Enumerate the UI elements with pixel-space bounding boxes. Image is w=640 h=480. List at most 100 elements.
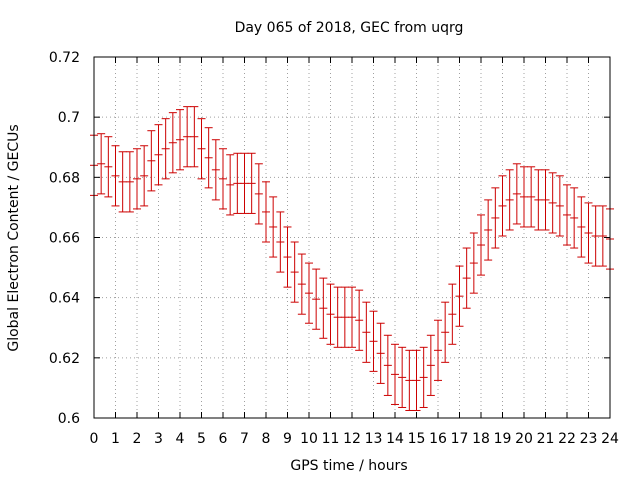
data-point xyxy=(247,152,256,214)
x-tick-label: 22 xyxy=(558,431,576,447)
data-point xyxy=(412,349,421,411)
data-point xyxy=(441,301,450,363)
x-tick-label: 20 xyxy=(515,431,533,447)
x-tick-label: 6 xyxy=(219,431,228,447)
data-point xyxy=(240,152,249,214)
y-tick-label: 0.72 xyxy=(49,50,80,66)
x-tick-label: 5 xyxy=(197,431,206,447)
data-point xyxy=(563,184,571,246)
data-point xyxy=(534,169,543,231)
data-point xyxy=(383,334,392,396)
data-point xyxy=(491,187,500,249)
data-point xyxy=(498,175,507,237)
x-tick-label: 18 xyxy=(472,431,490,447)
data-point xyxy=(211,139,220,201)
y-axis-label: Global Electron Content / GECUs xyxy=(6,124,22,351)
x-tick-label: 15 xyxy=(408,431,426,447)
x-tick-label: 1 xyxy=(111,431,120,447)
data-point xyxy=(577,196,586,258)
data-point xyxy=(140,145,149,207)
x-tick-label: 14 xyxy=(386,431,404,447)
data-point xyxy=(269,196,278,258)
data-point xyxy=(477,214,485,276)
grid xyxy=(94,57,610,418)
data-point xyxy=(226,154,235,216)
data-point xyxy=(376,322,385,384)
data-point xyxy=(405,349,414,411)
x-tick-label: 2 xyxy=(133,431,142,447)
data-point xyxy=(118,151,127,213)
data-point xyxy=(527,166,536,228)
data-point xyxy=(125,151,134,213)
y-tick-label: 0.62 xyxy=(49,351,80,367)
data-point xyxy=(168,112,177,174)
x-tick-label: 23 xyxy=(580,431,598,447)
data-point xyxy=(455,265,464,327)
data-point xyxy=(391,343,399,405)
x-tick-label: 4 xyxy=(176,431,185,447)
x-tick-labels: 0 1 2 3 4 5 6 7 8 9 10 11 12 13 14 15 16 17 18 19 20 21 22 23 24 xyxy=(90,431,619,447)
data-point xyxy=(584,202,593,264)
data-point xyxy=(512,163,521,225)
data-point xyxy=(419,346,428,408)
x-tick-label: 12 xyxy=(343,431,361,447)
data-point xyxy=(133,148,141,210)
data-point xyxy=(161,118,170,180)
data-point xyxy=(369,310,378,372)
data-point xyxy=(333,286,342,348)
x-tick-label: 0 xyxy=(90,431,99,447)
data-point xyxy=(305,262,313,324)
error-bars xyxy=(90,106,614,411)
data-point xyxy=(183,106,192,168)
data-point xyxy=(176,109,184,171)
data-point xyxy=(448,283,457,345)
x-tick-label: 19 xyxy=(494,431,512,447)
data-point xyxy=(204,127,213,189)
x-tick-label: 11 xyxy=(322,431,340,447)
axis-ticks xyxy=(93,56,611,419)
x-tick-label: 16 xyxy=(429,431,447,447)
x-tick-label: 17 xyxy=(451,431,469,447)
data-point xyxy=(290,241,299,303)
x-tick-label: 21 xyxy=(537,431,555,447)
data-point xyxy=(104,136,113,198)
data-point xyxy=(154,124,163,186)
data-point xyxy=(197,118,206,180)
x-tick-label: 10 xyxy=(300,431,318,447)
data-point xyxy=(469,232,478,294)
y-tick-labels: 0.6 0.62 0.64 0.66 0.68 0.7 0.72 xyxy=(49,50,80,427)
data-point xyxy=(254,163,263,225)
x-tick-label: 9 xyxy=(283,431,292,447)
data-point xyxy=(283,226,292,288)
data-point xyxy=(398,346,407,408)
data-point xyxy=(484,199,493,261)
data-point xyxy=(297,253,306,315)
data-point xyxy=(326,283,335,345)
data-point xyxy=(548,172,557,234)
y-tick-label: 0.6 xyxy=(58,411,80,427)
data-point xyxy=(434,319,442,381)
x-tick-label: 24 xyxy=(601,431,619,447)
data-point xyxy=(276,211,285,273)
data-point xyxy=(262,181,270,243)
data-point xyxy=(462,247,471,309)
data-point xyxy=(520,166,528,228)
data-point xyxy=(233,152,242,214)
data-point xyxy=(505,169,514,231)
data-point xyxy=(312,268,321,330)
data-point xyxy=(355,289,364,351)
data-point xyxy=(190,106,199,168)
data-point xyxy=(570,187,579,249)
data-point xyxy=(591,205,600,267)
data-point xyxy=(219,148,227,210)
data-point xyxy=(348,286,356,348)
data-point xyxy=(598,205,607,267)
data-point xyxy=(147,130,156,192)
x-tick-label: 3 xyxy=(154,431,163,447)
x-tick-label: 13 xyxy=(365,431,383,447)
data-point xyxy=(541,169,550,231)
data-point xyxy=(319,277,328,339)
data-point xyxy=(362,301,371,363)
data-point xyxy=(97,133,106,195)
data-point xyxy=(111,145,120,207)
